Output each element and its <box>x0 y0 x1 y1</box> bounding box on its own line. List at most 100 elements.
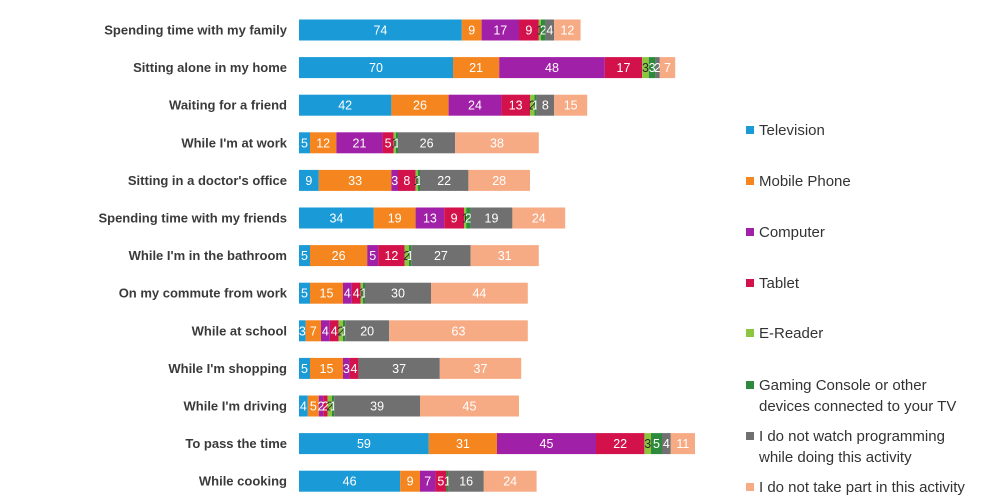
data-label: 38 <box>490 136 504 150</box>
bar-segment-i-do-not-take-part-in-th-7 <box>431 282 528 304</box>
data-label: 7 <box>310 324 317 338</box>
data-label: 1 <box>415 174 422 188</box>
data-label: 2 <box>318 400 325 414</box>
data-label: 11 <box>676 437 689 451</box>
category-label-while-i-m-driving: While I'm driving <box>184 399 288 414</box>
bar-segment-i-do-not-watch-programmi-11 <box>662 433 671 455</box>
bar-segment-i-do-not-take-part-in-th-11 <box>670 433 695 455</box>
data-label: 13 <box>423 212 437 226</box>
bar-segment-e-reader-1 <box>642 57 649 79</box>
bar-segment-computer-7 <box>343 282 352 304</box>
bar-segment-computer-11 <box>497 433 596 455</box>
data-label: 48 <box>545 61 559 75</box>
bar-segment-mobile-phone-9 <box>310 357 343 379</box>
bar-segment-mobile-phone-4 <box>318 169 392 191</box>
bar-segment-i-do-not-take-part-in-th-5 <box>512 207 566 229</box>
data-label: 9 <box>525 24 532 38</box>
category-label-while-i-m-in-the-bathroom: While I'm in the bathroom <box>129 248 287 263</box>
bar-segment-i-do-not-watch-programmi-9 <box>358 357 440 379</box>
bar-segment-mobile-phone-0 <box>461 19 482 41</box>
bar-segment-computer-9 <box>343 357 350 379</box>
data-label: 26 <box>332 249 346 263</box>
bar-segment-tablet-10 <box>323 395 328 417</box>
bar-segment-tablet-0 <box>519 19 539 41</box>
data-label: 17 <box>493 24 507 38</box>
bar-segment-television-10 <box>299 395 308 417</box>
data-label: 3 <box>642 61 649 75</box>
bar-segment-gaming-console-or-other--5 <box>466 207 471 229</box>
bar-segment-e-reader-2 <box>530 94 535 116</box>
legend-swatch-television <box>746 126 754 134</box>
data-label: 8 <box>403 174 410 188</box>
bar-segment-mobile-phone-1 <box>453 57 500 79</box>
legend-label-computer: Computer <box>759 224 825 241</box>
data-label: 26 <box>413 99 427 113</box>
bar-segment-e-reader-8 <box>338 320 343 342</box>
bar-segment-e-reader-10 <box>327 395 332 417</box>
bar-segment-gaming-console-or-other--7 <box>362 282 365 304</box>
bar-segment-gaming-console-or-other--1 <box>648 57 656 79</box>
data-label: 1 <box>391 136 398 150</box>
category-label-to-pass-the-time: To pass the time <box>185 436 287 451</box>
data-label: 2 <box>540 24 547 38</box>
bar-segment-television-8 <box>299 320 306 342</box>
data-label: 3 <box>299 324 306 338</box>
bar-segment-e-reader-5 <box>464 207 467 229</box>
data-label: 15 <box>320 362 334 376</box>
data-label: 15 <box>320 287 334 301</box>
data-label: 17 <box>617 61 631 75</box>
data-label: 8 <box>542 99 549 113</box>
data-label: 59 <box>357 437 371 451</box>
bar-segment-i-do-not-take-part-in-th-2 <box>554 94 588 116</box>
bar-segment-computer-2 <box>448 94 502 116</box>
data-label: 1 <box>393 136 400 150</box>
data-label: 28 <box>492 174 506 188</box>
data-label: 4 <box>353 287 360 301</box>
bar-segment-television-2 <box>299 94 392 116</box>
legend-swatch-gaming-console-or-other- <box>746 381 754 389</box>
data-label: 21 <box>469 61 483 75</box>
data-label: 21 <box>353 136 367 150</box>
bar-segment-e-reader-11 <box>644 433 651 455</box>
data-label: 1 <box>413 174 420 188</box>
legend-swatch-tablet <box>746 279 754 287</box>
data-label: 4 <box>344 287 351 301</box>
data-label: 2 <box>529 99 536 113</box>
data-label: 1 <box>330 400 337 414</box>
legend-label-television: Television <box>759 122 825 139</box>
bar-segment-mobile-phone-3 <box>310 132 337 154</box>
bar-segment-computer-5 <box>415 207 445 229</box>
bar-segment-mobile-phone-7 <box>310 282 343 304</box>
category-label-on-my-commute-from-work: On my commute from work <box>119 286 288 301</box>
legend-label-mobile-phone: Mobile Phone <box>759 173 851 190</box>
bar-segment-television-0 <box>299 19 462 41</box>
bar-segment-television-6 <box>299 245 310 267</box>
legend-swatch-computer <box>746 228 754 236</box>
bar-segment-gaming-console-or-other--4 <box>417 169 420 191</box>
bar-segment-mobile-phone-6 <box>310 245 368 267</box>
data-label: 34 <box>329 212 343 226</box>
bar-segment-i-do-not-watch-programmi-12 <box>448 470 484 492</box>
bar-segment-computer-3 <box>336 132 383 154</box>
bar-segment-e-reader-0 <box>538 19 541 41</box>
data-label: 3 <box>649 61 656 75</box>
data-label: 70 <box>369 61 383 75</box>
category-label-while-cooking: While cooking <box>199 474 287 489</box>
bar-segment-i-do-not-take-part-in-th-10 <box>420 395 519 417</box>
data-label: 5 <box>310 400 317 414</box>
bar-segment-computer-1 <box>499 57 605 79</box>
data-label: 4 <box>300 400 307 414</box>
category-label-spending-time-with-my-family: Spending time with my family <box>104 23 288 38</box>
data-label: 26 <box>420 136 434 150</box>
bar-segment-i-do-not-watch-programmi-2 <box>536 94 555 116</box>
bar-segment-tablet-11 <box>596 433 645 455</box>
category-label-while-i-m-shopping: While I'm shopping <box>168 361 287 376</box>
data-label: 3 <box>391 174 398 188</box>
category-label-spending-time-with-my-friends: Spending time with my friends <box>98 211 287 226</box>
bar-segment-mobile-phone-5 <box>373 207 416 229</box>
bar-segment-tablet-2 <box>501 94 530 116</box>
bar-segment-television-5 <box>299 207 374 229</box>
data-label: 1 <box>341 324 348 338</box>
data-label: 7 <box>424 475 431 489</box>
